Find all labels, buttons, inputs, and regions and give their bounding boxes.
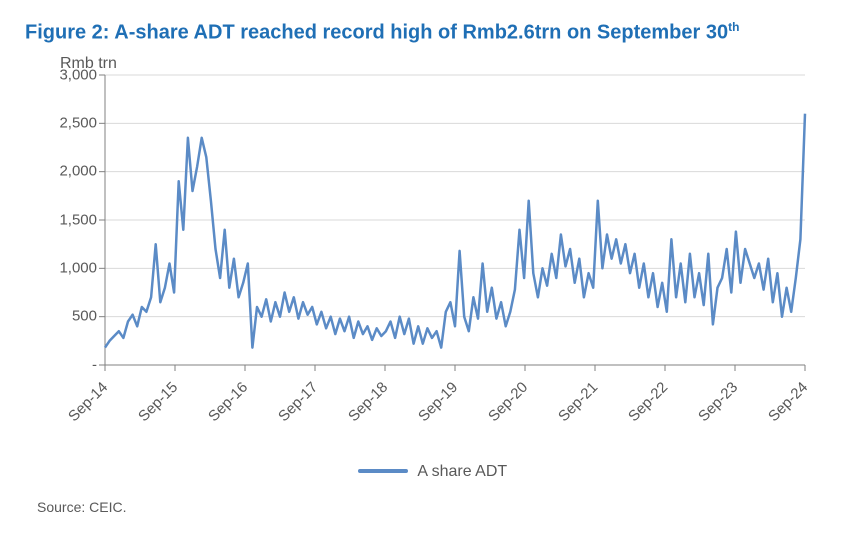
y-axis-title: Rmb trn bbox=[60, 55, 840, 73]
x-tick-label: Sep-19 bbox=[415, 378, 461, 424]
x-tick-label: Sep-21 bbox=[555, 378, 601, 424]
legend-label: A share ADT bbox=[417, 463, 507, 480]
data-line bbox=[105, 113, 805, 347]
x-tick-label: Sep-20 bbox=[485, 378, 531, 424]
y-tick-label: - bbox=[37, 356, 97, 373]
y-tick-label: 1,000 bbox=[37, 259, 97, 276]
x-tick-label: Sep-22 bbox=[625, 378, 671, 424]
x-tick-label: Sep-17 bbox=[275, 378, 321, 424]
x-tick-label: Sep-14 bbox=[65, 378, 111, 424]
x-tick-label: Sep-18 bbox=[345, 378, 391, 424]
chart-title: Figure 2: A-share ADT reached record hig… bbox=[25, 20, 840, 45]
y-tick-label: 2,000 bbox=[37, 163, 97, 180]
y-tick-label: 500 bbox=[37, 308, 97, 325]
chart-area: -5001,0001,5002,0002,5003,000Sep-14Sep-1… bbox=[35, 75, 815, 405]
title-superscript: th bbox=[728, 20, 739, 34]
y-tick-label: 2,500 bbox=[37, 114, 97, 131]
y-tick-label: 3,000 bbox=[37, 66, 97, 83]
x-tick-label: Sep-24 bbox=[765, 378, 811, 424]
x-tick-label: Sep-15 bbox=[135, 378, 181, 424]
y-tick-label: 1,500 bbox=[37, 211, 97, 228]
chart-legend: A share ADT bbox=[25, 463, 840, 481]
source-text: Source: CEIC. bbox=[37, 499, 840, 515]
x-tick-label: Sep-23 bbox=[695, 378, 741, 424]
x-tick-label: Sep-16 bbox=[205, 378, 251, 424]
line-chart-svg bbox=[105, 75, 805, 365]
title-text: Figure 2: A-share ADT reached record hig… bbox=[25, 22, 728, 44]
legend-swatch bbox=[358, 469, 408, 473]
